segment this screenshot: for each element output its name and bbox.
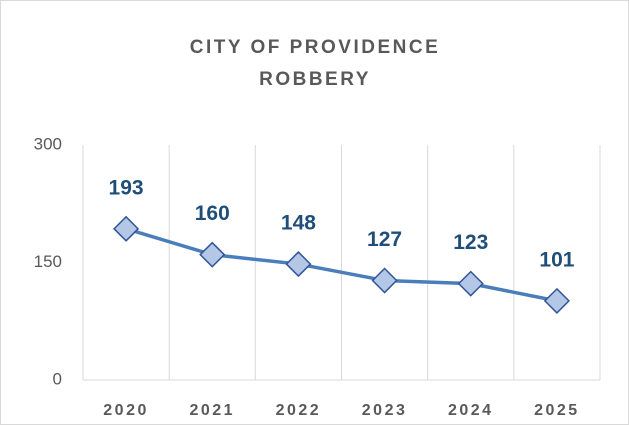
data-label: 193	[109, 176, 144, 199]
y-tick-label: 0	[53, 369, 62, 388]
marker	[113, 215, 140, 242]
data-label: 127	[367, 228, 402, 251]
marker	[199, 241, 226, 268]
marker	[543, 287, 570, 314]
data-label: 101	[539, 248, 574, 271]
x-tick-label: 2023	[362, 402, 408, 419]
x-tick-label: 2020	[103, 402, 149, 419]
marker	[457, 270, 484, 297]
marker	[371, 267, 398, 294]
y-tick-label: 300	[34, 134, 62, 153]
y-tick-label: 150	[34, 252, 62, 271]
x-tick-label: 2024	[448, 402, 494, 419]
x-tick-label: 2021	[189, 402, 235, 419]
x-tick-label: 2025	[534, 402, 580, 419]
chart-title: CITY OF PROVIDENCE ROBBERY	[189, 37, 441, 90]
line	[125, 227, 558, 303]
data-label: 160	[195, 202, 230, 225]
data-label: 123	[453, 231, 488, 254]
x-tick-label: 2022	[276, 402, 322, 419]
marker	[285, 251, 312, 278]
data-label: 148	[281, 212, 316, 235]
